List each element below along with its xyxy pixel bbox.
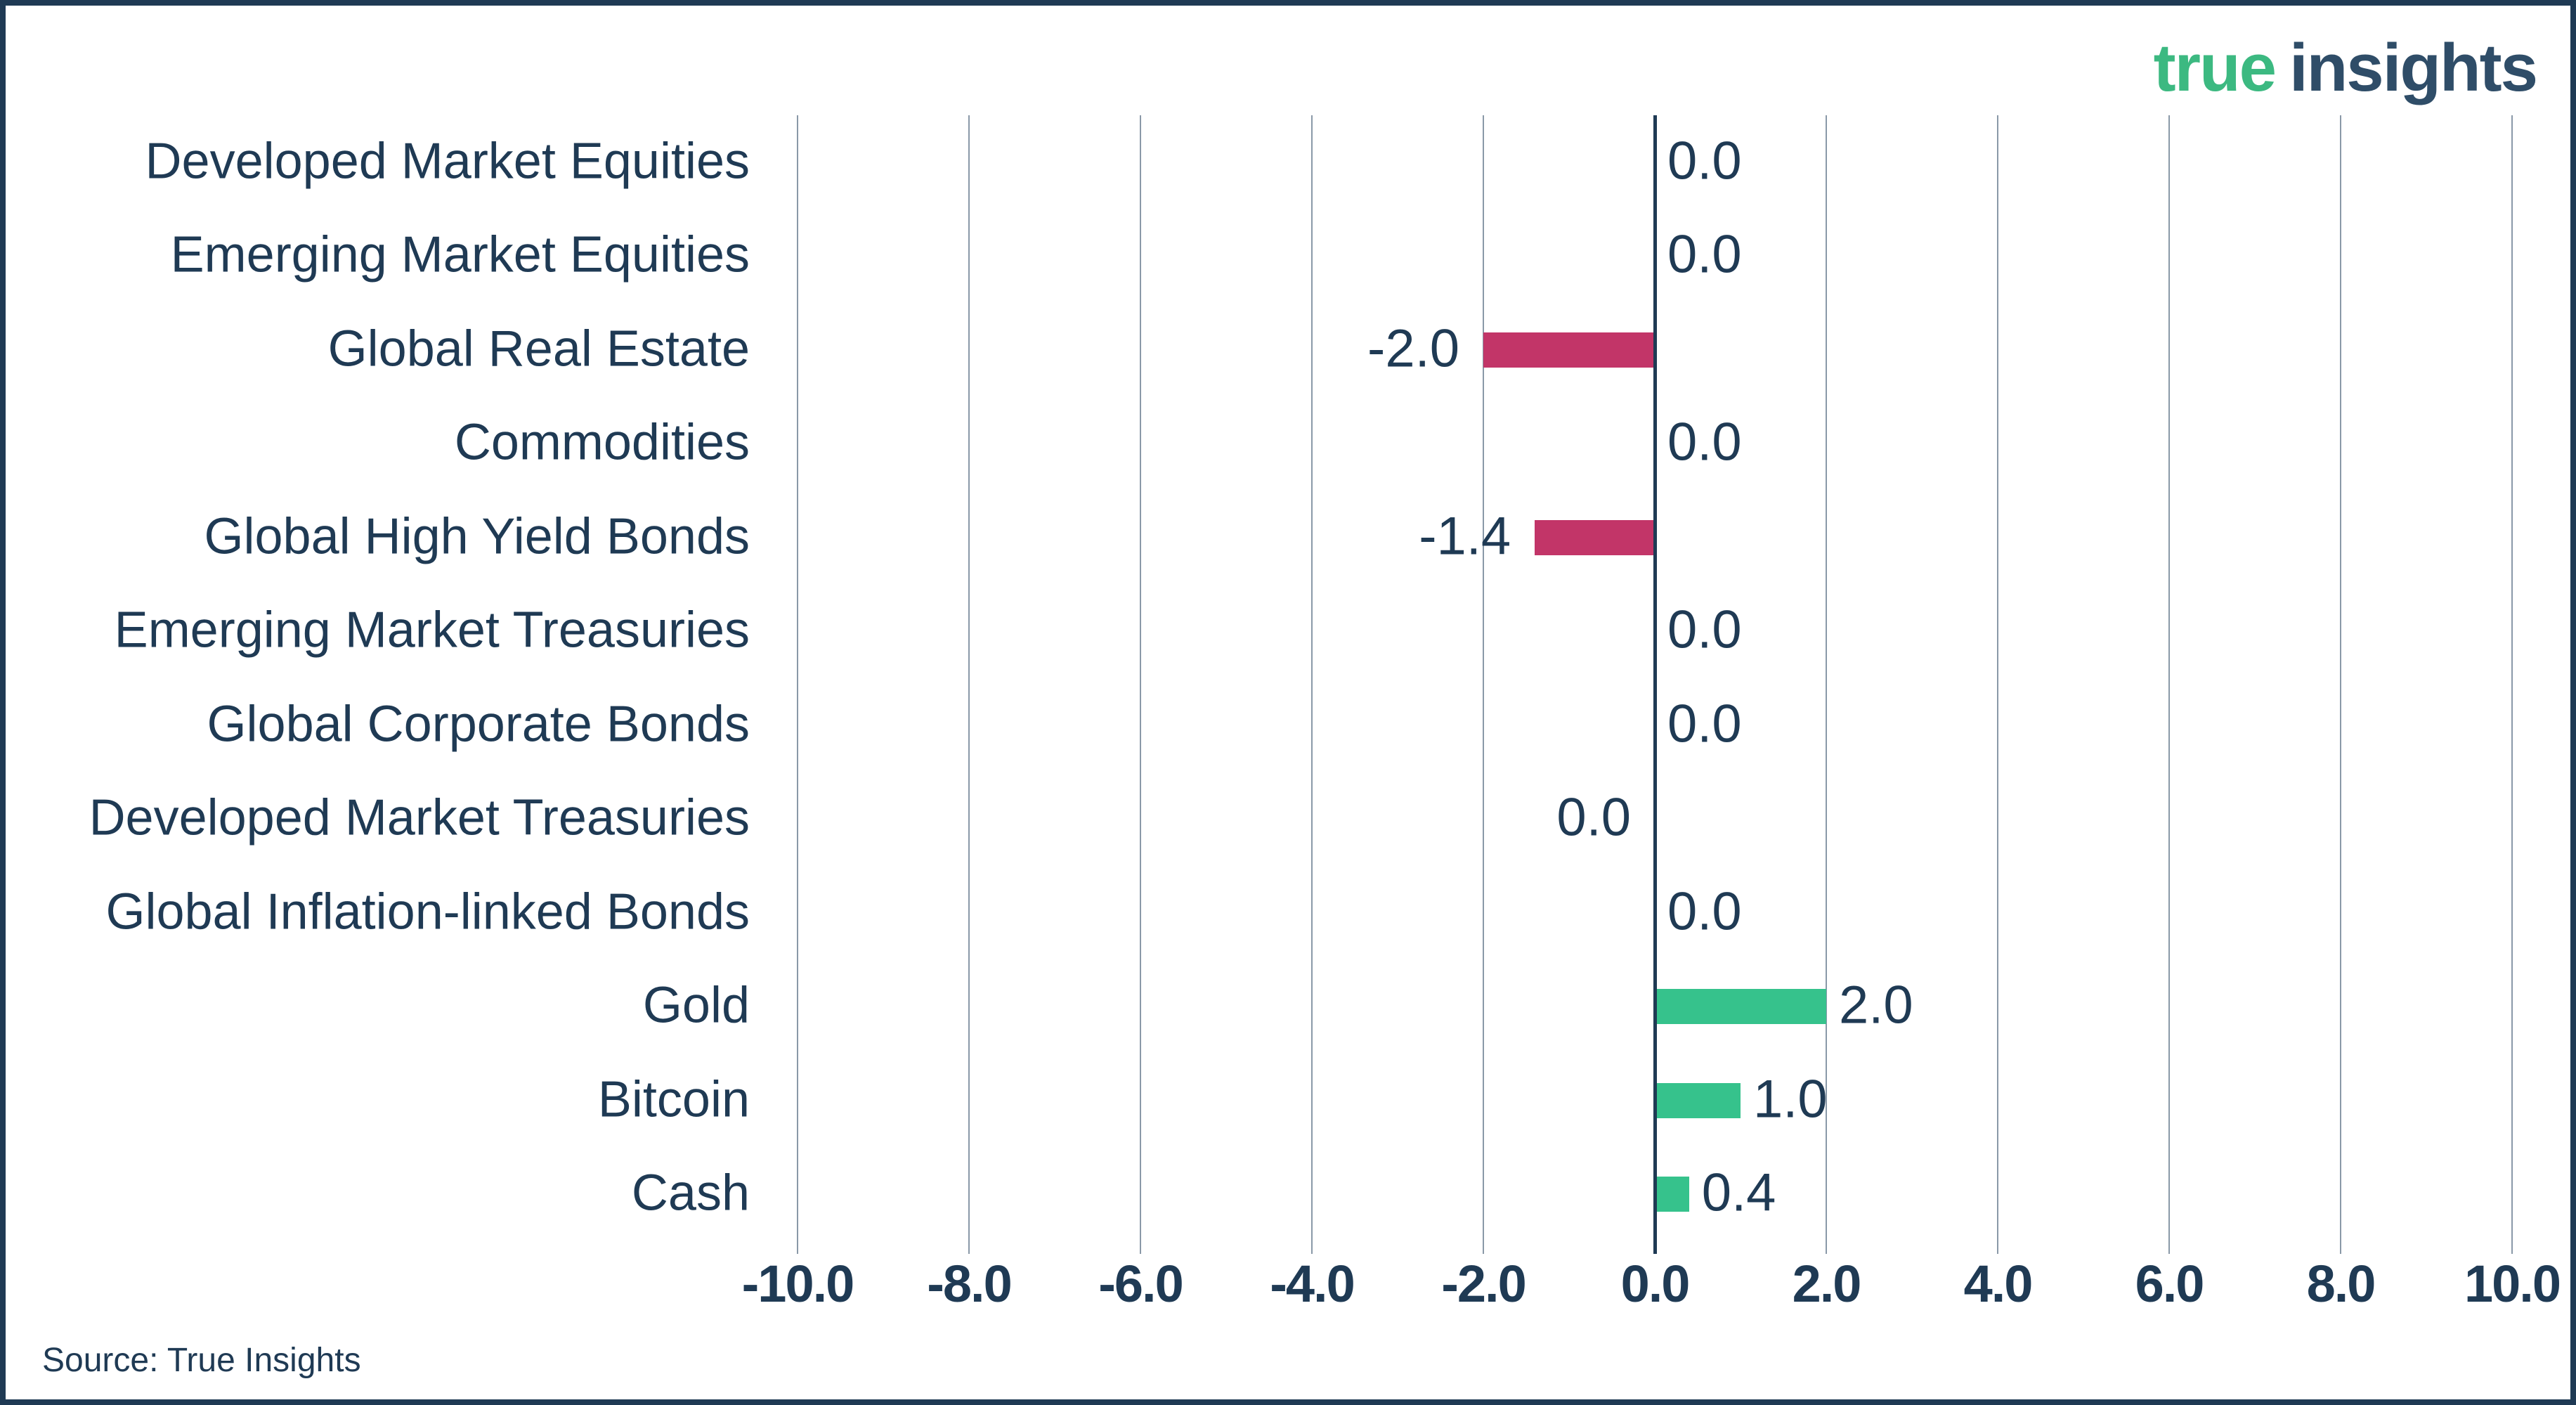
gridline bbox=[2168, 115, 2170, 1254]
value-label: 1.0 bbox=[1753, 1069, 1828, 1129]
value-label: 0.0 bbox=[1667, 881, 1742, 942]
value-label: 0.0 bbox=[1667, 600, 1742, 660]
category-label-column: Developed Market Equities Emerging Market… bbox=[6, 6, 2570, 1399]
category-label: Global Corporate Bonds bbox=[207, 696, 750, 753]
value-label: 0.0 bbox=[1667, 412, 1742, 472]
x-tick-label: 6.0 bbox=[2135, 1255, 2205, 1313]
source-note: Source: True Insights bbox=[42, 1342, 361, 1380]
category-label: Bitcoin bbox=[597, 1071, 750, 1128]
value-label: 2.0 bbox=[1839, 975, 1913, 1035]
x-tick-label: -8.0 bbox=[927, 1255, 1013, 1313]
logo-word-insights: insights bbox=[2289, 30, 2538, 105]
value-label: -1.4 bbox=[1419, 506, 1511, 566]
bar-negative bbox=[1483, 332, 1655, 368]
bar-positive bbox=[1655, 989, 1826, 1025]
category-label: Gold bbox=[642, 977, 750, 1034]
value-label: 0.0 bbox=[1667, 224, 1742, 285]
category-label: Emerging Market Treasuries bbox=[114, 602, 750, 659]
category-label: Emerging Market Equities bbox=[170, 226, 750, 283]
category-label: Cash bbox=[631, 1165, 750, 1222]
x-tick-label: 0.0 bbox=[1620, 1255, 1691, 1313]
category-label: Global Inflation-linked Bonds bbox=[105, 883, 750, 940]
gridline bbox=[1997, 115, 1998, 1254]
x-axis: -10.0 -8.0 -6.0 -4.0 -2.0 0.0 2.0 4.0 6.0 8.0 10.0 bbox=[6, 6, 2570, 1399]
x-tick-label: -10.0 bbox=[741, 1255, 855, 1313]
gridline bbox=[797, 115, 798, 1254]
bar-chart-plot-area: 0.0 0.0 -2.0 0.0 -1.4 0.0 0.0 0.0 0.0 2.0 1.0 0.4 bbox=[6, 6, 2570, 1399]
x-tick-label: 2.0 bbox=[1792, 1255, 1862, 1313]
gridline bbox=[968, 115, 970, 1254]
category-label: Global Real Estate bbox=[327, 321, 750, 377]
x-tick-label: 8.0 bbox=[2306, 1255, 2376, 1313]
logo-word-true: true bbox=[2153, 30, 2277, 105]
bar-positive bbox=[1655, 1082, 1741, 1118]
x-tick-label: 10.0 bbox=[2464, 1255, 2561, 1313]
value-label: 0.0 bbox=[1667, 694, 1742, 754]
value-label: 0.0 bbox=[1667, 131, 1742, 191]
category-label: Developed Market Treasuries bbox=[89, 789, 750, 846]
bar-positive bbox=[1655, 1177, 1689, 1212]
gridline bbox=[1826, 115, 1827, 1254]
gridline bbox=[1483, 115, 1484, 1254]
value-label: -2.0 bbox=[1367, 318, 1459, 379]
true-insights-logo: true insights bbox=[2153, 30, 2538, 107]
category-label: Developed Market Equities bbox=[145, 133, 750, 190]
value-label: 0.4 bbox=[1701, 1163, 1776, 1223]
x-tick-label: -2.0 bbox=[1441, 1255, 1527, 1313]
gridline bbox=[1140, 115, 1141, 1254]
gridline bbox=[2511, 115, 2513, 1254]
bar-negative bbox=[1535, 519, 1655, 555]
zero-axis-line bbox=[1653, 115, 1657, 1254]
x-tick-label: -6.0 bbox=[1098, 1255, 1184, 1313]
category-label: Commodities bbox=[454, 414, 750, 471]
category-label: Global High Yield Bonds bbox=[204, 508, 750, 565]
x-tick-label: -4.0 bbox=[1270, 1255, 1355, 1313]
gridline bbox=[1311, 115, 1313, 1254]
value-label: 0.0 bbox=[1556, 787, 1631, 848]
gridline bbox=[2340, 115, 2341, 1254]
x-tick-label: 4.0 bbox=[1963, 1255, 2034, 1313]
